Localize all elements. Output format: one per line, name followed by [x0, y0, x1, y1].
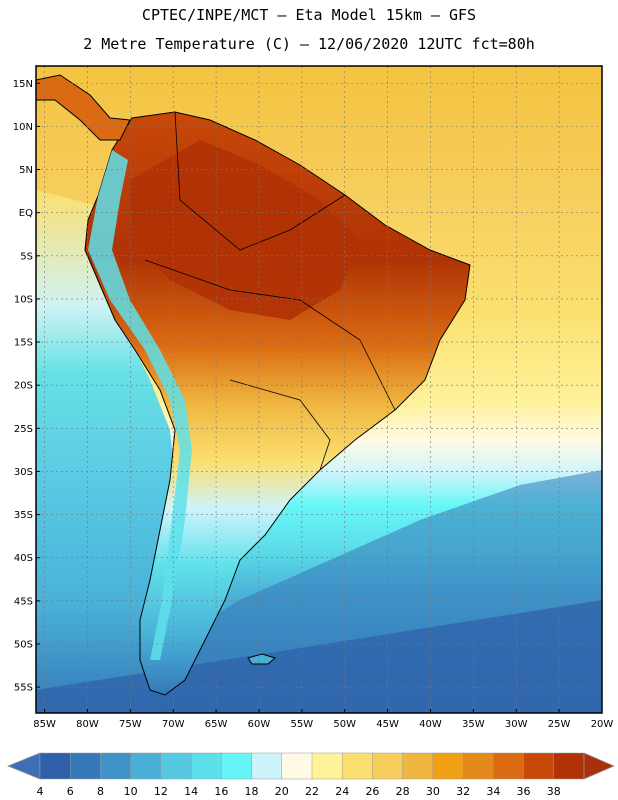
- lat-tick-label: 15S: [14, 338, 33, 349]
- lat-tick-label: 5N: [19, 165, 33, 176]
- lon-tick-label: 55W: [291, 719, 314, 730]
- central-america-land: [36, 74, 131, 141]
- lon-tick-label: 25W: [548, 719, 571, 730]
- colorbar-swatch: [69, 752, 101, 780]
- colorbar-swatch: [281, 752, 313, 780]
- lat-tick-label: 10S: [14, 294, 33, 305]
- lat-tick-label: 15N: [13, 79, 33, 90]
- lon-tick-label: 45W: [376, 719, 399, 730]
- lon-tick-label: 65W: [205, 719, 228, 730]
- lon-tick-label: 70W: [162, 719, 185, 730]
- lat-tick-label: 5S: [20, 251, 33, 262]
- lon-tick-label: 35W: [462, 719, 485, 730]
- title-line1: CPTEC/INPE/MCT – Eta Model 15km – GFS: [141, 6, 477, 24]
- colorbar-label: 14: [184, 785, 198, 798]
- colorbar-label: 24: [335, 785, 349, 798]
- colorbar-label: 22: [305, 785, 319, 798]
- lat-tick-label: 25S: [14, 424, 33, 435]
- colorbar-swatch: [160, 752, 192, 780]
- lat-tick-label: EQ: [19, 208, 33, 219]
- colorbar-swatch: [462, 752, 494, 780]
- border-lines-south: [229, 379, 331, 471]
- colorbar-swatch: [311, 752, 343, 780]
- colorbar-swatch: [221, 752, 253, 780]
- longitude-ticks: 85W 80W 75W 70W 65W 60W 55W 50W 45W 40W 35W 30W 25W 2…: [33, 709, 613, 730]
- colorbar-high-arrow: [583, 752, 616, 780]
- lon-tick-label: 30W: [505, 719, 528, 730]
- colorbar-swatch: [341, 752, 373, 780]
- lat-tick-label: 10N: [13, 122, 33, 133]
- lon-tick-label: 60W: [248, 719, 271, 730]
- map-frame: [35, 65, 603, 714]
- latitude-ticks: 15N 10N 5N EQ 5S 10S 15S 20S 25S 30S 35S 40S 45S 50S 5…: [13, 79, 40, 694]
- colorbar-swatch: [402, 752, 434, 780]
- colorbar-label: 4: [37, 785, 44, 798]
- graticule: [36, 66, 603, 713]
- lat-tick-label: 35S: [14, 510, 33, 521]
- colorbar-swatch: [100, 752, 132, 780]
- temperature-field: [36, 66, 602, 713]
- lat-tick-label: 30S: [14, 467, 33, 478]
- border-lines-central: [144, 259, 396, 411]
- colorbar-low-arrow: [6, 752, 41, 780]
- colorbar-label: 10: [124, 785, 138, 798]
- colorbar-swatch: [553, 752, 585, 780]
- lon-tick-label: 85W: [33, 719, 56, 730]
- colorbar: 4 6 8 10 12 14 16 18 20 22 24 26 28 30 32 34 36 38: [6, 752, 616, 798]
- colorbar-swatch: [432, 752, 464, 780]
- lon-tick-label: 40W: [419, 719, 442, 730]
- lat-tick-label: 45S: [14, 596, 33, 607]
- colorbar-label: 34: [486, 785, 500, 798]
- colorbar-swatch: [130, 752, 162, 780]
- colorbar-label: 16: [214, 785, 228, 798]
- lon-tick-label: 80W: [76, 719, 99, 730]
- colorbar-swatch: [493, 752, 525, 780]
- lon-tick-label: 50W: [333, 719, 356, 730]
- border-lines-north: [174, 111, 346, 251]
- colorbar-label: 30: [426, 785, 440, 798]
- colorbar-label: 28: [396, 785, 410, 798]
- lat-tick-label: 55S: [14, 683, 33, 694]
- colorbar-label: 26: [365, 785, 379, 798]
- colorbar-label: 38: [547, 785, 561, 798]
- lon-tick-label: 75W: [119, 719, 142, 730]
- colorbar-swatch: [523, 752, 555, 780]
- colorbar-label: 6: [67, 785, 74, 798]
- colorbar-label: 12: [154, 785, 168, 798]
- colorbar-label: 8: [97, 785, 104, 798]
- colorbar-label: 18: [245, 785, 259, 798]
- title-line2: 2 Metre Temperature (C) – 12/06/2020 12U…: [83, 35, 535, 53]
- colorbar-swatch: [372, 752, 404, 780]
- andes-cold-strip: [88, 150, 192, 660]
- colorbar-swatch: [190, 752, 222, 780]
- colorbar-swatch: [251, 752, 283, 780]
- lat-tick-label: 20S: [14, 381, 33, 392]
- lat-tick-label: 50S: [14, 639, 33, 650]
- lat-tick-label: 40S: [14, 553, 33, 564]
- colorbar-swatch: [39, 752, 71, 780]
- colorbar-label: 20: [275, 785, 289, 798]
- colorbar-label: 32: [456, 785, 470, 798]
- pacific-field: [36, 190, 180, 713]
- lon-tick-label: 20W: [591, 719, 614, 730]
- colorbar-label: 36: [517, 785, 531, 798]
- falkland-islands: [247, 653, 277, 665]
